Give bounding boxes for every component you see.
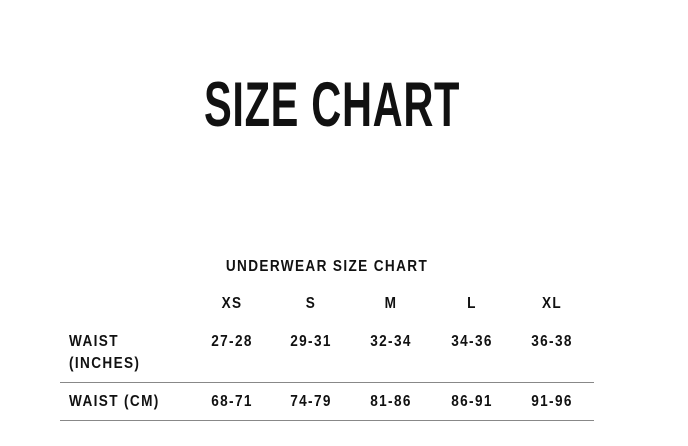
page-title: SIZE CHART (204, 70, 461, 140)
size-header-s: S (305, 295, 317, 312)
row-label-unit: (INCHES) (69, 355, 141, 372)
size-header-xs: XS (221, 295, 243, 312)
table-cell: 27-28 (211, 333, 253, 350)
size-header-xl: XL (541, 295, 563, 312)
table-cell: 68-71 (211, 393, 253, 410)
table-cell: 81-86 (370, 393, 412, 410)
table-cell: 86-91 (451, 393, 493, 410)
row-divider (60, 382, 594, 383)
table-cell: 91-96 (531, 393, 573, 410)
table-cell: 36-38 (531, 333, 573, 350)
row-divider (60, 420, 594, 421)
table-cell: 34-36 (451, 333, 493, 350)
size-header-m: M (384, 295, 398, 312)
row-label: WAIST (CM) (69, 393, 160, 410)
table-cell: 74-79 (290, 393, 332, 410)
size-header-l: L (467, 295, 477, 312)
table-cell: 29-31 (290, 333, 332, 350)
table-caption: UNDERWEAR SIZE CHART (225, 258, 429, 275)
row-label: WAIST (69, 333, 119, 350)
table-cell: 32-34 (370, 333, 412, 350)
